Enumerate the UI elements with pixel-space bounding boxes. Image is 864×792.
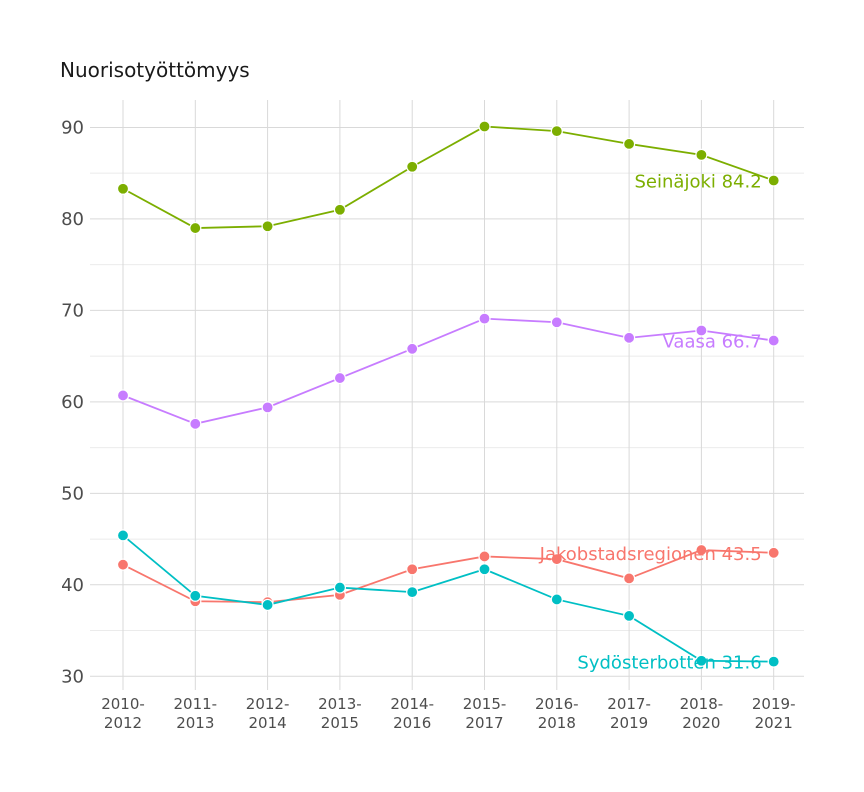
data-point <box>622 572 636 585</box>
x-tick-label-line: 2017 <box>465 714 503 732</box>
data-point <box>406 160 419 173</box>
y-tick-label: 40 <box>61 575 84 596</box>
x-tick-label: 2017-2019 <box>607 695 651 732</box>
x-tick-label-line: 2010- <box>101 695 145 713</box>
axes: 304050607080902010-20122011-20132012-201… <box>61 117 795 732</box>
data-point <box>261 401 274 414</box>
data-point <box>550 316 563 329</box>
data-point <box>622 331 636 344</box>
x-tick-label-line: 2013 <box>176 714 214 732</box>
data-point <box>550 553 563 566</box>
y-tick-label: 70 <box>61 300 84 321</box>
x-tick-label-line: 2015 <box>321 714 359 732</box>
data-point <box>261 220 274 233</box>
data-point <box>406 586 419 599</box>
data-point <box>622 137 636 151</box>
y-tick-label: 80 <box>61 209 84 230</box>
data-point <box>767 546 780 559</box>
chart-title: Nuorisotyöttömyys <box>60 58 250 82</box>
data-point <box>116 389 130 402</box>
data-point <box>116 182 130 195</box>
series-group <box>116 120 780 668</box>
x-tick-label-line: 2020 <box>682 714 720 732</box>
x-tick-label: 2010-2012 <box>101 695 145 732</box>
series-line <box>122 125 775 229</box>
x-tick-label-line: 2018 <box>538 714 576 732</box>
x-tick-label: 2013-2015 <box>318 695 362 732</box>
x-tick-label: 2016-2018 <box>535 695 579 732</box>
x-tick-label-line: 2016 <box>393 714 431 732</box>
x-tick-label: 2019-2021 <box>752 695 796 732</box>
series-vaasa <box>116 312 780 430</box>
data-point <box>622 609 636 623</box>
series-sein-joki <box>116 120 780 235</box>
data-point <box>189 221 202 235</box>
data-point <box>695 324 708 337</box>
x-tick-label-line: 2021 <box>755 714 793 732</box>
x-tick-label-line: 2019 <box>610 714 648 732</box>
data-point <box>333 581 346 594</box>
x-tick-label-line: 2013- <box>318 695 362 713</box>
data-point <box>478 563 491 576</box>
data-point <box>406 563 419 576</box>
x-tick-label: 2015-2017 <box>463 695 507 732</box>
series-end-label: Sydösterbotten 31.6 <box>577 653 761 674</box>
x-tick-label: 2012-2014 <box>246 695 290 732</box>
data-point <box>478 312 491 325</box>
x-tick-label-line: 2019- <box>752 695 796 713</box>
y-tick-label: 90 <box>61 117 84 138</box>
x-tick-label: 2018-2020 <box>680 695 724 732</box>
x-tick-label-line: 2012 <box>104 714 142 732</box>
data-point <box>261 598 274 612</box>
x-tick-label-line: 2012- <box>246 695 290 713</box>
y-tick-label: 50 <box>61 483 84 504</box>
x-tick-label-line: 2018- <box>680 695 724 713</box>
x-tick-label: 2011-2013 <box>174 695 218 732</box>
data-point <box>189 589 202 602</box>
data-point <box>116 558 130 571</box>
x-tick-label-line: 2011- <box>174 695 218 713</box>
series-end-label: Vaasa 66.7 <box>663 332 762 353</box>
x-tick-label-line: 2014- <box>390 695 434 713</box>
data-point <box>550 125 563 138</box>
data-point <box>478 120 491 133</box>
x-tick-label-line: 2017- <box>607 695 651 713</box>
series-line <box>122 549 774 604</box>
series-syd-sterbotten <box>116 529 780 668</box>
x-tick-label-line: 2015- <box>463 695 507 713</box>
series-end-label: Seinäjoki 84.2 <box>635 171 762 192</box>
series-end-label: Jakobstadsregionen 43.5 <box>539 544 762 565</box>
data-point <box>695 543 708 557</box>
data-point <box>406 342 419 355</box>
series-labels: Seinäjoki 84.2 Vaasa 66.7 Jakobstadsregion… <box>539 171 762 673</box>
series-line <box>122 534 774 663</box>
x-tick-label: 2014-2016 <box>390 695 434 732</box>
data-point <box>189 417 202 430</box>
series-line <box>122 317 774 425</box>
x-tick-label-line: 2016- <box>535 695 579 713</box>
data-point <box>767 655 780 668</box>
y-tick-label: 60 <box>61 392 84 413</box>
data-point <box>695 654 708 667</box>
data-point <box>333 203 346 216</box>
y-tick-label: 30 <box>61 666 84 687</box>
x-tick-label-line: 2014 <box>249 714 287 732</box>
data-point <box>478 550 491 563</box>
data-point <box>116 529 130 542</box>
data-point <box>333 371 346 385</box>
data-point <box>767 174 780 187</box>
data-point <box>767 334 780 347</box>
data-point <box>550 593 563 606</box>
data-point <box>695 148 708 161</box>
